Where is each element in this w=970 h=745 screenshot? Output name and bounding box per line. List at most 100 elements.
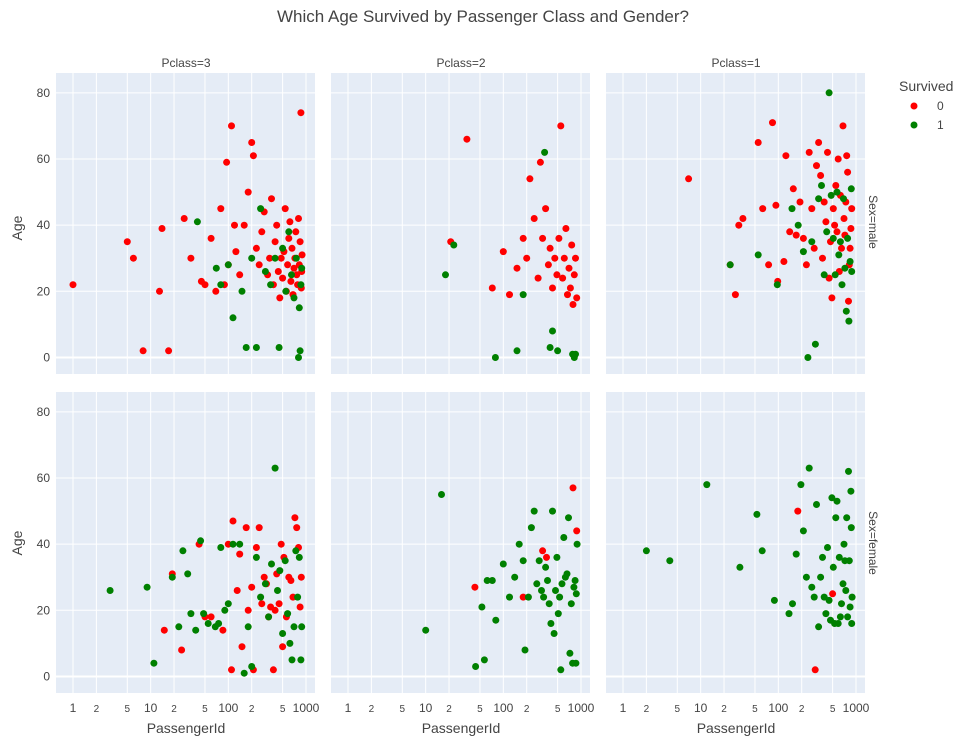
data-point-survived-1 bbox=[789, 600, 796, 608]
data-point-survived-1 bbox=[221, 606, 229, 614]
data-point-survived-1 bbox=[802, 573, 810, 581]
data-point-survived-0 bbox=[258, 228, 266, 236]
data-point-survived-0 bbox=[288, 244, 296, 252]
data-point-survived-0 bbox=[838, 244, 845, 252]
data-point-survived-1 bbox=[248, 254, 256, 262]
data-point-survived-0 bbox=[273, 221, 281, 229]
legend[interactable]: Survived 0 1 bbox=[899, 78, 953, 132]
data-point-survived-0 bbox=[277, 254, 285, 262]
x-tick-label: 1000 bbox=[293, 701, 320, 715]
data-point-survived-1 bbox=[506, 593, 513, 601]
data-point-survived-1 bbox=[726, 261, 734, 269]
data-point-survived-1 bbox=[565, 514, 572, 522]
data-point-survived-1 bbox=[541, 148, 549, 156]
data-point-survived-1 bbox=[848, 593, 856, 601]
data-point-survived-1 bbox=[845, 557, 853, 565]
legend-item-1[interactable]: 1 bbox=[910, 118, 945, 132]
data-point-survived-1 bbox=[261, 580, 269, 588]
data-point-survived-1 bbox=[438, 491, 445, 498]
data-point-survived-1 bbox=[838, 600, 845, 608]
data-point-survived-0 bbox=[238, 643, 246, 651]
data-point-survived-0 bbox=[201, 281, 209, 289]
data-point-survived-1 bbox=[556, 593, 564, 601]
data-point-survived-1 bbox=[842, 587, 850, 594]
x-tick-label: 5 bbox=[280, 704, 286, 715]
data-point-survived-0 bbox=[519, 234, 527, 242]
data-point-survived-1 bbox=[261, 268, 269, 275]
data-point-survived-1 bbox=[845, 317, 853, 325]
data-point-survived-1 bbox=[422, 626, 430, 634]
y-tick-label: 0 bbox=[43, 669, 50, 683]
x-tick-label: 2 bbox=[524, 704, 530, 715]
data-point-survived-1 bbox=[842, 307, 850, 315]
data-point-survived-1 bbox=[818, 182, 825, 189]
x-tick-label: 5 bbox=[477, 704, 483, 715]
data-point-survived-1 bbox=[179, 547, 187, 555]
data-point-survived-0 bbox=[780, 258, 788, 265]
data-point-survived-1 bbox=[573, 540, 581, 548]
data-point-survived-1 bbox=[563, 570, 571, 578]
data-point-survived-0 bbox=[815, 139, 823, 146]
panel-2 bbox=[606, 73, 865, 374]
data-point-survived-0 bbox=[277, 540, 285, 548]
x-tick-label: 1 bbox=[620, 701, 627, 715]
legend-label-1: 1 bbox=[937, 118, 944, 132]
data-point-survived-1 bbox=[817, 573, 825, 581]
data-point-survived-0 bbox=[268, 195, 275, 203]
data-point-survived-0 bbox=[843, 152, 851, 160]
data-point-survived-1 bbox=[843, 514, 851, 522]
data-point-survived-1 bbox=[472, 663, 480, 670]
data-point-survived-0 bbox=[848, 205, 856, 213]
panel-0 bbox=[56, 73, 315, 374]
data-point-survived-0 bbox=[546, 244, 554, 252]
data-point-survived-1 bbox=[295, 553, 303, 561]
data-point-survived-0 bbox=[275, 600, 283, 608]
x-tick-label: 10 bbox=[694, 701, 708, 715]
data-point-survived-0 bbox=[572, 254, 579, 262]
data-point-survived-1 bbox=[290, 294, 298, 302]
data-point-survived-0 bbox=[248, 139, 256, 146]
data-point-survived-1 bbox=[296, 347, 304, 355]
data-point-survived-1 bbox=[184, 570, 192, 578]
facet-label-pclass1: Pclass=1 bbox=[711, 56, 760, 70]
data-point-survived-0 bbox=[165, 347, 173, 355]
data-point-survived-1 bbox=[811, 340, 819, 348]
data-point-survived-0 bbox=[223, 158, 231, 166]
data-point-survived-1 bbox=[521, 646, 529, 654]
x-axis-title-pclass1: PassengerId bbox=[697, 720, 776, 736]
data-point-survived-1 bbox=[820, 271, 828, 279]
data-point-survived-1 bbox=[488, 577, 496, 584]
data-point-survived-0 bbox=[789, 185, 797, 193]
y-tick-label: 40 bbox=[37, 537, 51, 551]
data-point-survived-1 bbox=[549, 507, 556, 515]
data-point-survived-0 bbox=[274, 268, 282, 275]
data-point-survived-0 bbox=[544, 261, 552, 269]
data-point-survived-0 bbox=[562, 225, 570, 232]
data-point-survived-0 bbox=[834, 155, 842, 163]
data-point-survived-1 bbox=[480, 656, 488, 664]
data-point-survived-1 bbox=[572, 659, 580, 667]
data-point-survived-1 bbox=[808, 583, 816, 591]
data-point-survived-0 bbox=[269, 666, 277, 674]
data-point-survived-1 bbox=[442, 271, 449, 279]
data-point-survived-1 bbox=[193, 218, 201, 226]
facet-label-pclass3: Pclass=3 bbox=[161, 56, 210, 70]
data-point-survived-1 bbox=[168, 573, 176, 581]
x-axis-title-pclass3: PassengerId bbox=[147, 720, 226, 736]
data-point-survived-0 bbox=[794, 507, 802, 515]
legend-item-0[interactable]: 0 bbox=[910, 99, 945, 113]
data-point-survived-1 bbox=[212, 264, 220, 272]
data-point-survived-0 bbox=[471, 583, 479, 591]
data-point-survived-1 bbox=[758, 547, 766, 555]
data-point-survived-0 bbox=[539, 234, 547, 242]
data-point-survived-1 bbox=[248, 663, 256, 670]
data-point-survived-1 bbox=[200, 610, 208, 618]
data-point-survived-1 bbox=[572, 350, 579, 358]
data-point-survived-0 bbox=[228, 122, 235, 130]
data-point-survived-0 bbox=[831, 221, 839, 229]
data-point-survived-1 bbox=[823, 228, 831, 236]
data-point-survived-0 bbox=[811, 666, 819, 674]
data-point-survived-0 bbox=[802, 261, 810, 269]
panel-background bbox=[331, 392, 590, 693]
